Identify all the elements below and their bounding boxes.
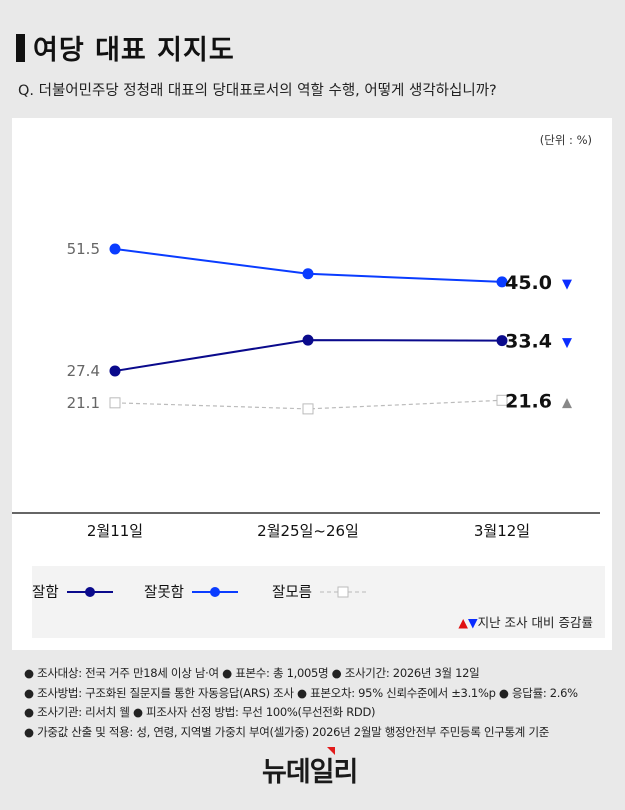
data-point [496,394,508,406]
legend-label: 잘함 [32,585,59,601]
legend-item-bad: 잘못함 [144,581,239,602]
series-line [114,399,503,410]
down-triangle-icon: ▼ [562,336,572,351]
unit-label: (단위 : %) [539,133,592,147]
footnote: ● 가중값 산출 및 적용: 성, 연령, 지역별 가중치 부여(셀가중) 20… [24,724,550,739]
legend-line-icon [66,586,113,597]
data-point [109,365,121,377]
x-tick-label: 3월12일 [474,522,530,540]
data-label: 21.6 [505,390,552,412]
data-point [496,335,508,347]
data-label: 45.0 [505,272,552,294]
logo-mark [327,747,335,755]
newdaily-logo: 뉴데일리 [262,747,358,789]
data-point [302,268,314,280]
data-label: 21.1 [67,394,100,412]
footnote: ● 조사방법: 구조화된 질문지를 통한 자동응답(ARS) 조사 ● 표본오차… [24,685,578,700]
data-label: 51.5 [67,240,100,258]
chart-panel: (단위 : %) 2월11일 2월25일~26일 3월12일 51.5 45.0 ▼ 27.… [12,118,612,650]
data-label: 33.4 [505,331,552,353]
data-point [109,397,121,409]
footnote: ● 조사대상: 전국 거주 만18세 이상 남·여 ● 표본수: 총 1,005… [24,666,480,680]
up-triangle-icon: ▲ [562,395,572,410]
data-point [302,334,314,346]
change-note-text: 지난 조사 대비 증감률 [477,615,593,630]
legend-line-icon [192,586,239,597]
footnote: ● 조사기관: 리서치 웰 ● 피조사자 선정 방법: 무선 100%(무선전화… [24,705,376,719]
up-triangle-icon: ▲ [458,615,468,630]
title-text: 여당 대표 지지도 [33,35,235,66]
title-bar [16,33,25,62]
legend-item-good: 잘함 [32,581,113,602]
page-title: 여당 대표 지지도 [16,28,235,67]
x-tick-label: 2월25일~26일 [257,522,359,540]
legend-label: 잘못함 [144,585,185,601]
data-label: 27.4 [67,362,100,380]
logo-text: 뉴데일리 [262,757,358,788]
x-tick-label: 2월11일 [87,522,143,540]
legend-line-icon [320,586,367,597]
down-triangle-icon: ▼ [467,615,478,630]
down-triangle-icon: ▼ [562,277,572,292]
data-point [302,403,314,415]
data-point [109,243,121,255]
legend-label: 잘모름 [272,585,313,601]
question: Q. 더불어민주당 정청래 대표의 당대표로서의 역할 수행, 어떻게 생각하십… [18,83,497,99]
data-point [496,276,508,288]
change-note: ▲▼지난 조사 대비 증감률 [458,612,593,631]
line-chart: 2월11일 2월25일~26일 3월12일 51.5 45.0 ▼ 27.4 33.4 ▼ 21.… [12,240,600,540]
footnotes: ● 조사대상: 전국 거주 만18세 이상 남·여 ● 표본수: 총 1,005… [24,664,578,742]
legend: 잘함 잘못함 잘모름 ▲▼지난 조사 대비 증감률 [32,566,605,638]
legend-item-unknown: 잘모름 [272,581,367,602]
